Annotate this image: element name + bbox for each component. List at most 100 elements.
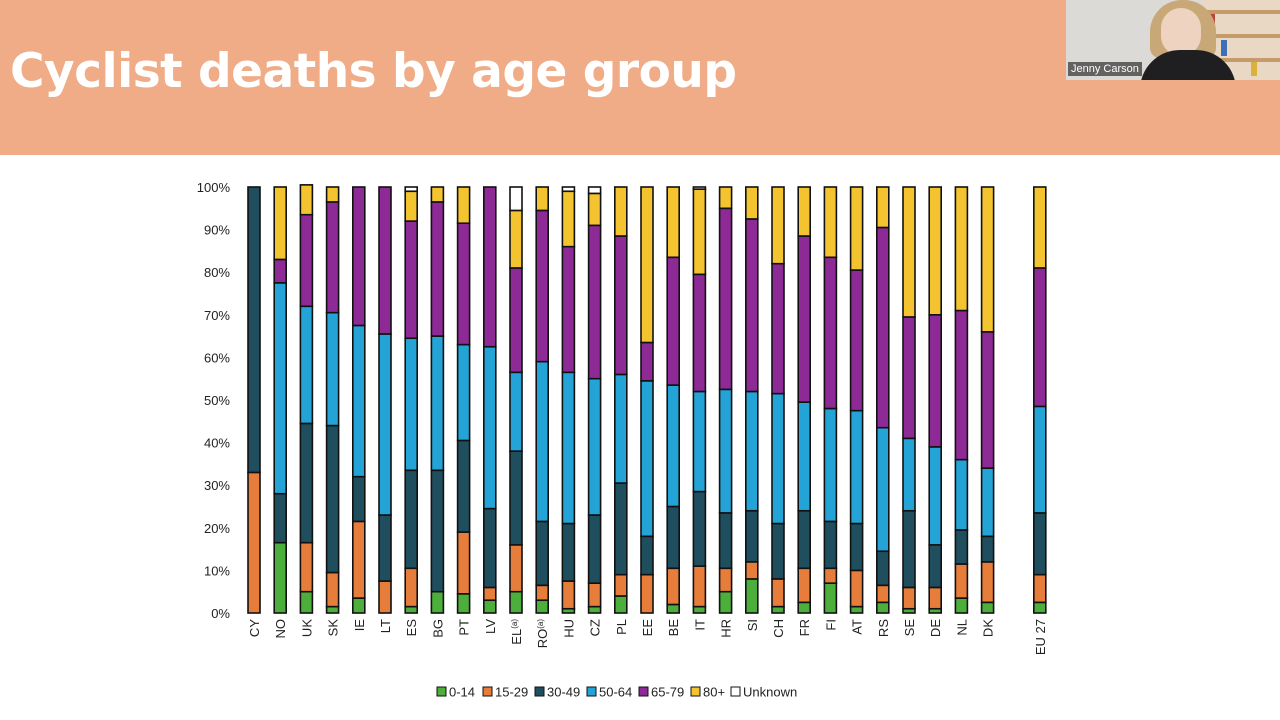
x-tick-label: LV [483,619,498,634]
legend-swatch [534,686,545,697]
bar-segment-15-29 [1033,573,1047,604]
bar-segment-80- [587,192,602,227]
bar-segment-unknown [404,186,419,193]
participant-name-label: Jenny Carson [1068,62,1142,76]
x-tick-label: NL [954,619,969,636]
bar-segment-15-29 [587,582,602,608]
bar-segment-30-49 [875,550,890,587]
x-tick-label: CH [771,619,786,638]
bar-segment-30-49 [273,492,288,544]
bar-segment-0-14 [666,603,681,614]
bar-segment-80- [561,190,576,248]
bar-segment-30-49 [509,450,523,546]
x-tick-label: SE [902,619,917,637]
bar-segment-15-29 [325,571,340,608]
slide-title: Cyclist deaths by age group [10,44,737,99]
bar-segment-65-79 [771,262,785,395]
bar-segment-50-64 [849,409,864,525]
bar-segment-15-29 [404,567,419,608]
bar-segment-80- [273,186,288,261]
bar-segment-65-79 [273,258,288,284]
bar-segment-unknown [561,186,576,193]
bar-segment-50-64 [561,371,576,525]
bar-segment-65-79 [535,209,550,363]
bar-segment-0-14 [430,590,445,614]
bar-segment-65-79 [613,235,628,376]
bar-segment-0-14 [1033,601,1047,614]
bar-segment-50-64 [771,392,785,525]
bar-segment-80- [797,186,812,237]
bar-segment-65-79 [744,218,759,393]
bar-segment-80- [823,186,838,259]
bar-segment-65-79 [692,273,707,393]
x-tick-label: SI [745,619,760,631]
participant-video-thumbnail[interactable]: Jenny Carson [1066,0,1280,80]
bar-segment-30-49 [325,424,340,574]
y-tick-label: 70% [204,308,230,323]
bar-segment-50-64 [351,324,366,478]
bar-segment-65-79 [928,313,943,448]
bar-segment-15-29 [797,567,812,604]
x-tick-label: LT [378,619,393,633]
x-tick-label: CZ [588,619,603,636]
bar-segment-15-29 [561,580,576,610]
bar-segment-15-29 [928,586,943,610]
bar-segment-30-49 [928,544,943,589]
bar-segment-0-14 [351,597,366,614]
bars-group [247,184,1047,614]
y-tick-label: 80% [204,265,230,280]
x-tick-label: ES [404,619,419,637]
bar-segment-50-64 [509,371,523,452]
bar-segment-0-14 [404,605,419,614]
bar-segment-50-64 [875,426,890,553]
bar-segment-65-79 [378,186,392,335]
x-tick-label: SK [326,619,341,637]
bar-segment-65-79 [954,309,969,461]
bar-segment-15-29 [666,567,681,606]
bar-segment-50-64 [482,345,497,510]
bar-segment-50-64 [692,390,707,493]
bar-segment-65-79 [1033,267,1047,408]
legend-swatch [436,686,447,697]
bar-segment-65-79 [561,245,576,374]
x-tick-label: EL(a) [509,619,524,645]
bar-segment-15-29 [456,531,471,595]
bar-segment-15-29 [980,561,995,604]
bar-segment-50-64 [640,380,654,538]
legend-swatch [730,686,741,697]
x-axis: CY NO UK SK IE LT ES BG PT LV EL(a) RO(a) HU CZ PL EE BE… [247,619,1048,655]
bar-segment-50-64 [325,311,340,427]
bar-segment-15-29 [849,569,864,608]
bar-segment-15-29 [771,578,785,608]
bar-segment-30-49 [797,509,812,570]
bar-segment-30-49 [666,505,681,570]
bar-segment-30-49 [640,535,654,576]
bar-segment-0-14 [954,597,969,614]
bar-segment-unknown [509,186,523,212]
bar-segment-65-79 [666,256,681,386]
bar-segment-65-79 [849,269,864,412]
bar-segment-30-49 [849,522,864,572]
x-tick-label: PL [614,619,629,635]
bar-segment-0-14 [509,590,523,614]
x-tick-label: CY [247,619,262,637]
x-tick-label: HU [561,619,576,638]
bar-segment-65-79 [587,224,602,380]
bar-segment-65-79 [325,201,340,314]
bar-segment-15-29 [299,541,314,593]
bar-segment-50-64 [587,377,602,516]
bar-segment-50-64 [273,282,288,495]
bar-segment-65-79 [823,256,838,410]
bar-segment-50-64 [718,388,733,514]
bar-segment-80- [744,186,759,220]
x-tick-label: NO [273,619,288,639]
bar-segment-65-79 [718,207,733,391]
bar-segment-65-79 [482,186,497,348]
bar-segment-15-29 [744,561,759,580]
bar-segment-0-14 [456,593,471,614]
x-tick-label: FI [823,619,838,631]
y-tick-label: 60% [204,350,230,365]
x-tick-label: RS [876,619,891,637]
legend-label: 80+ [703,685,725,700]
